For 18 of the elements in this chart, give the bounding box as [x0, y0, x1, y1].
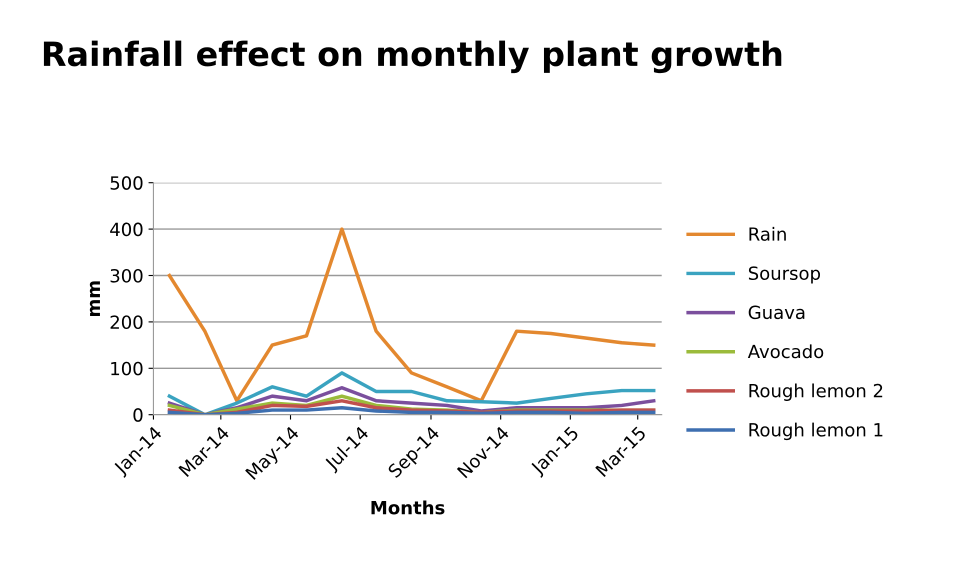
- x-axis-title: Months: [372, 500, 444, 514]
- legend-label: Rough lemon 2: [749, 383, 882, 401]
- chart-title: Rainfall effect on monthly plant growth: [44, 40, 782, 74]
- y-tick-label: 200: [110, 315, 143, 330]
- legend-label: Soursop: [748, 266, 820, 284]
- legend-label: Rain: [749, 226, 786, 241]
- y-axis-title: mm: [90, 281, 100, 316]
- line-series: [168, 406, 656, 415]
- y-tick-label: 100: [111, 362, 143, 376]
- legend-label: Avocado: [748, 344, 824, 358]
- y-tick-label: 400: [110, 222, 143, 236]
- y-tick-label: 0: [133, 408, 143, 422]
- line-series: [168, 371, 656, 415]
- y-tick-label: 500: [110, 176, 143, 190]
- legend-label: Guava: [748, 306, 804, 320]
- y-tick-label: 300: [110, 268, 143, 283]
- line-series: [168, 227, 656, 403]
- legend-label: Rough lemon 1: [749, 422, 882, 440]
